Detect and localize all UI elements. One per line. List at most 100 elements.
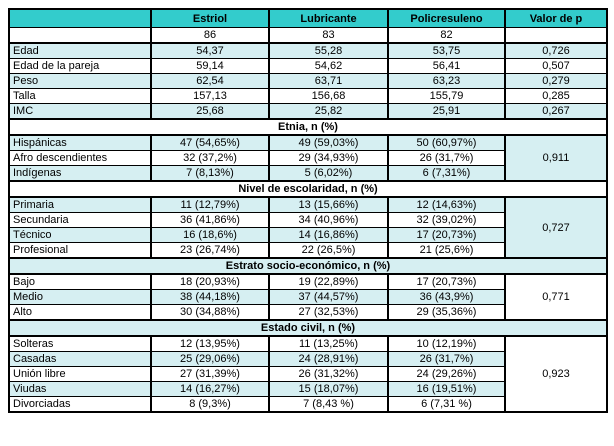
table-cell: 37 (44,57%) xyxy=(268,289,389,305)
section-header-row: Estado civil, n (%) xyxy=(8,319,608,337)
table-cell: 10 (12,19%) xyxy=(387,335,506,352)
section-title-escolaridad: Nivel de escolaridad, n (%) xyxy=(8,180,608,198)
table-row: Primaria 11 (12,79%) 13 (15,66%) 12 (14,… xyxy=(8,196,608,259)
table-cell: 82 xyxy=(387,27,506,44)
table-row: Hispánicas 47 (54,65%) 49 (59,03%) 50 (6… xyxy=(8,134,608,182)
table-cell: 21 (25,6%) xyxy=(387,242,506,259)
table-cell: 11 (13,25%) xyxy=(268,335,389,352)
row-label: Solteras xyxy=(8,335,152,352)
sample-size-row: 86 83 82 xyxy=(8,27,608,44)
row-label: Técnico xyxy=(8,227,152,243)
table-cell: 34 (40,96%) xyxy=(268,212,389,228)
row-label: Bajo xyxy=(8,273,152,290)
table-row: Casadas 25 (29,06%) 24 (28,91%) 26 (31,7… xyxy=(8,351,607,367)
table-cell: 19 (22,89%) xyxy=(268,273,389,290)
row-label: Secundaria xyxy=(8,212,152,228)
table-cell: 53,75 xyxy=(387,42,506,59)
table-cell: 54,62 xyxy=(268,58,389,74)
table-row: Edad de la pareja 59,14 54,62 56,41 0,50… xyxy=(8,58,608,74)
table-cell: 27 (31,39%) xyxy=(150,366,270,382)
table-cell: 14 (16,27%) xyxy=(150,381,270,397)
table-cell: 156,68 xyxy=(268,88,389,104)
row-label: Medio xyxy=(8,289,152,305)
table-cell: 83 xyxy=(268,27,389,44)
table-cell: 7 (8,43 %) xyxy=(268,396,389,413)
p-value-cell: 0,771 xyxy=(504,273,608,321)
table-cell: 18 (20,93%) xyxy=(150,273,270,290)
column-header-lubricante: Lubricante xyxy=(268,8,389,28)
row-label: IMC xyxy=(8,103,152,120)
column-header-empty xyxy=(8,8,152,28)
table-cell: 5 (6,02%) xyxy=(268,165,389,182)
row-label: Alto xyxy=(8,304,152,321)
table-cell: 157,13 xyxy=(150,88,270,104)
table-cell: 29 (34,93%) xyxy=(268,150,389,166)
table-cell: 11 (12,79%) xyxy=(150,196,270,213)
table-cell: 59,14 xyxy=(150,58,270,74)
table-row: Solteras 12 (13,95%) 11 (13,25%) 10 (12,… xyxy=(8,335,608,413)
table-cell: 7 (8,13%) xyxy=(150,165,270,182)
study-results-table: Estriol Lubricante Policresuleno Valor d… xyxy=(8,8,608,413)
table-cell: 24 (28,91%) xyxy=(268,351,389,367)
table-row: Indígenas 7 (8,13%) 5 (6,02%) 6 (7,31%) xyxy=(8,165,607,182)
p-value-cell: 0,279 xyxy=(504,73,608,89)
row-label: Afro descendientes xyxy=(8,150,152,166)
row-label: Unión libre xyxy=(8,366,152,382)
table-cell: 25 (29,06%) xyxy=(150,351,270,367)
row-label: Casadas xyxy=(8,351,152,367)
table-row: Viudas 14 (16,27%) 15 (18,07%) 16 (19,51… xyxy=(8,381,607,397)
table-cell: 55,28 xyxy=(268,42,389,59)
table-row: Talla 157,13 156,68 155,79 0,285 xyxy=(8,88,608,104)
table-row: Medio 38 (44,18%) 37 (44,57%) 36 (43,9%) xyxy=(8,289,607,305)
table-cell: 13 (15,66%) xyxy=(268,196,389,213)
table-cell: 30 (34,88%) xyxy=(150,304,270,321)
p-value-cell: 0,285 xyxy=(504,88,608,104)
row-label: Hispánicas xyxy=(8,134,152,151)
table-cell: 16 (18,6%) xyxy=(150,227,270,243)
row-label: Divorciadas xyxy=(8,396,152,413)
table-cell: 15 (18,07%) xyxy=(268,381,389,397)
table-cell: 12 (14,63%) xyxy=(387,196,506,213)
section-header-row: Estrato socio-económico, n (%) xyxy=(8,257,608,275)
section-title-estrato: Estrato socio-económico, n (%) xyxy=(8,257,608,275)
row-label: Indígenas xyxy=(8,165,152,182)
table-cell: 25,68 xyxy=(150,103,270,120)
table-cell: 22 (26,5%) xyxy=(268,242,389,259)
row-label: Primaria xyxy=(8,196,152,213)
p-value-cell: 0,726 xyxy=(504,42,608,59)
column-header-valor-p: Valor de p xyxy=(504,8,608,28)
table-row: Unión libre 27 (31,39%) 26 (31,32%) 24 (… xyxy=(8,366,607,382)
p-value-cell: 0,727 xyxy=(504,196,608,259)
row-label: Profesional xyxy=(8,242,152,259)
table-cell: 155,79 xyxy=(387,88,506,104)
p-value-cell: 0,911 xyxy=(504,134,608,182)
table-cell: 17 (20,73%) xyxy=(387,227,506,243)
table-row: Divorciadas 8 (9,3%) 7 (8,43 %) 6 (7,31 … xyxy=(8,396,607,413)
table-row: IMC 25,68 25,82 25,91 0,267 xyxy=(8,103,608,120)
row-label xyxy=(8,27,152,44)
table-row: Afro descendientes 32 (37,2%) 29 (34,93%… xyxy=(8,150,607,166)
section-title-etnia: Etnia, n (%) xyxy=(8,118,608,136)
table-row: Peso 62,54 63,71 63,23 0,279 xyxy=(8,73,608,89)
table-cell: 26 (31,7%) xyxy=(387,150,506,166)
table-cell: 32 (39,02%) xyxy=(387,212,506,228)
table-cell: 29 (35,36%) xyxy=(387,304,506,321)
p-value-cell: 0,507 xyxy=(504,58,608,74)
row-label: Edad de la pareja xyxy=(8,58,152,74)
table-row: Técnico 16 (18,6%) 14 (16,86%) 17 (20,73… xyxy=(8,227,607,243)
table-cell: 17 (20,73%) xyxy=(387,273,506,290)
row-label: Peso xyxy=(8,73,152,89)
p-value-cell xyxy=(504,27,608,44)
table-cell: 6 (7,31%) xyxy=(387,165,506,182)
table-row: Edad 54,37 55,28 53,75 0,726 xyxy=(8,42,608,59)
table-cell: 14 (16,86%) xyxy=(268,227,389,243)
table-cell: 27 (32,53%) xyxy=(268,304,389,321)
table-cell: 36 (41,86%) xyxy=(150,212,270,228)
row-label: Edad xyxy=(8,42,152,59)
header-row: Estriol Lubricante Policresuleno Valor d… xyxy=(8,8,608,28)
table-cell: 36 (43,9%) xyxy=(387,289,506,305)
section-title-estado-civil: Estado civil, n (%) xyxy=(8,319,608,337)
table-cell: 12 (13,95%) xyxy=(150,335,270,352)
table-cell: 49 (59,03%) xyxy=(268,134,389,151)
p-value-cell: 0,267 xyxy=(504,103,608,120)
